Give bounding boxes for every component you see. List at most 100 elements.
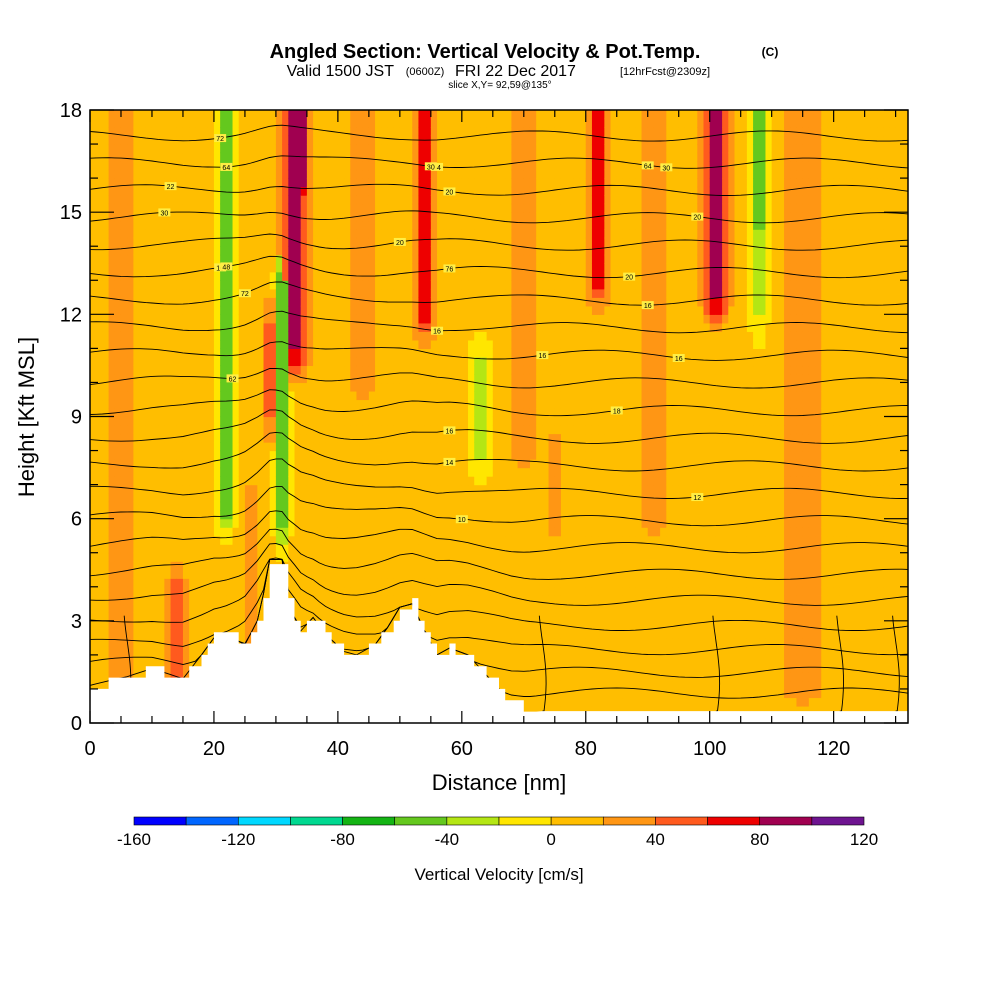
velocity-cell: [133, 348, 141, 358]
velocity-cell: [114, 152, 122, 162]
velocity-cell: [362, 433, 370, 443]
velocity-cell: [195, 305, 203, 315]
velocity-cell: [511, 663, 519, 673]
velocity-cell: [337, 552, 345, 562]
velocity-cell: [480, 442, 488, 452]
velocity-cell: [437, 620, 444, 630]
velocity-cell: [319, 467, 327, 477]
velocity-cell: [263, 578, 271, 588]
velocity-cell: [424, 203, 432, 213]
velocity-cell: [331, 527, 339, 537]
velocity-cell: [164, 518, 172, 528]
velocity-cell: [195, 620, 203, 630]
velocity-cell: [102, 212, 110, 222]
velocity-cell: [139, 314, 147, 324]
velocity-cell: [430, 288, 438, 298]
velocity-cell: [232, 603, 240, 613]
velocity-cell: [449, 407, 457, 418]
velocity-cell: [151, 382, 159, 392]
velocity-cell: [158, 305, 165, 315]
velocity-cell: [195, 254, 203, 264]
velocity-cell: [220, 620, 227, 630]
velocity-cell: [406, 442, 413, 452]
velocity-cell: [102, 586, 110, 596]
velocity-cell: [455, 127, 463, 137]
velocity-cell: [505, 433, 512, 443]
velocity-cell: [505, 203, 512, 213]
velocity-cell: [375, 348, 382, 358]
velocity-cell: [406, 416, 413, 426]
velocity-cell: [399, 493, 407, 503]
velocity-cell: [480, 450, 488, 460]
velocity-cell: [207, 203, 215, 213]
velocity-cell: [306, 476, 314, 486]
velocity-cell: [474, 510, 482, 520]
velocity-cell: [170, 339, 178, 349]
velocity-cell: [356, 305, 364, 315]
velocity-cell: [251, 535, 258, 545]
velocity-cell: [350, 637, 358, 647]
velocity-cell: [406, 544, 413, 554]
velocity-cell: [120, 297, 128, 307]
velocity-cell: [325, 459, 333, 469]
velocity-cell: [263, 322, 271, 332]
velocity-cell: [257, 118, 265, 128]
velocity-cell: [474, 305, 482, 315]
velocity-cell: [213, 288, 221, 298]
velocity-cell: [232, 467, 240, 477]
velocity-cell: [474, 620, 482, 630]
velocity-cell: [337, 612, 345, 622]
velocity-cell: [244, 544, 252, 554]
velocity-cell: [251, 578, 258, 588]
velocity-cell: [511, 135, 519, 145]
velocity-cell: [300, 169, 308, 179]
velocity-cell: [207, 314, 215, 324]
velocity-cell: [337, 637, 345, 647]
velocity-cell: [269, 433, 277, 443]
velocity-cell: [176, 399, 184, 409]
velocity-cell: [399, 407, 407, 418]
velocity-cell: [356, 356, 364, 367]
velocity-cell: [220, 603, 227, 613]
velocity-cell: [486, 331, 494, 341]
velocity-cell: [511, 510, 519, 520]
velocity-cell: [127, 416, 134, 426]
velocity-cell: [275, 442, 283, 452]
velocity-cell: [418, 373, 426, 384]
velocity-cell: [201, 195, 209, 205]
velocity-cell: [176, 620, 184, 630]
velocity-cell: [207, 365, 215, 375]
velocity-cell: [176, 467, 184, 477]
velocity-cell: [294, 467, 302, 477]
velocity-cell: [468, 484, 475, 494]
velocity-cell: [96, 484, 103, 494]
velocity-cell: [294, 195, 302, 205]
velocity-cell: [511, 603, 519, 613]
velocity-cell: [282, 493, 289, 503]
velocity-cell: [282, 416, 289, 426]
velocity-cell: [96, 544, 103, 554]
velocity-cell: [337, 118, 345, 128]
velocity-cell: [182, 263, 190, 273]
velocity-cell: [393, 178, 401, 188]
velocity-cell: [468, 339, 475, 349]
velocity-cell: [294, 518, 302, 528]
velocity-cell: [158, 390, 165, 401]
velocity-cell: [108, 195, 116, 205]
velocity-cell: [505, 161, 512, 171]
velocity-cell: [350, 527, 358, 537]
velocity-cell: [251, 118, 258, 128]
velocity-cell: [288, 407, 296, 418]
velocity-cell: [418, 110, 426, 120]
velocity-cell: [151, 552, 159, 562]
velocity-cell: [449, 365, 457, 375]
velocity-cell: [443, 569, 451, 579]
velocity-cell: [511, 671, 519, 682]
velocity-cell: [269, 186, 277, 196]
velocity-cell: [294, 578, 302, 588]
velocity-cell: [368, 178, 376, 188]
velocity-cell: [263, 220, 271, 230]
velocity-cell: [468, 152, 475, 162]
velocity-cell: [368, 399, 376, 409]
velocity-cell: [393, 442, 401, 452]
